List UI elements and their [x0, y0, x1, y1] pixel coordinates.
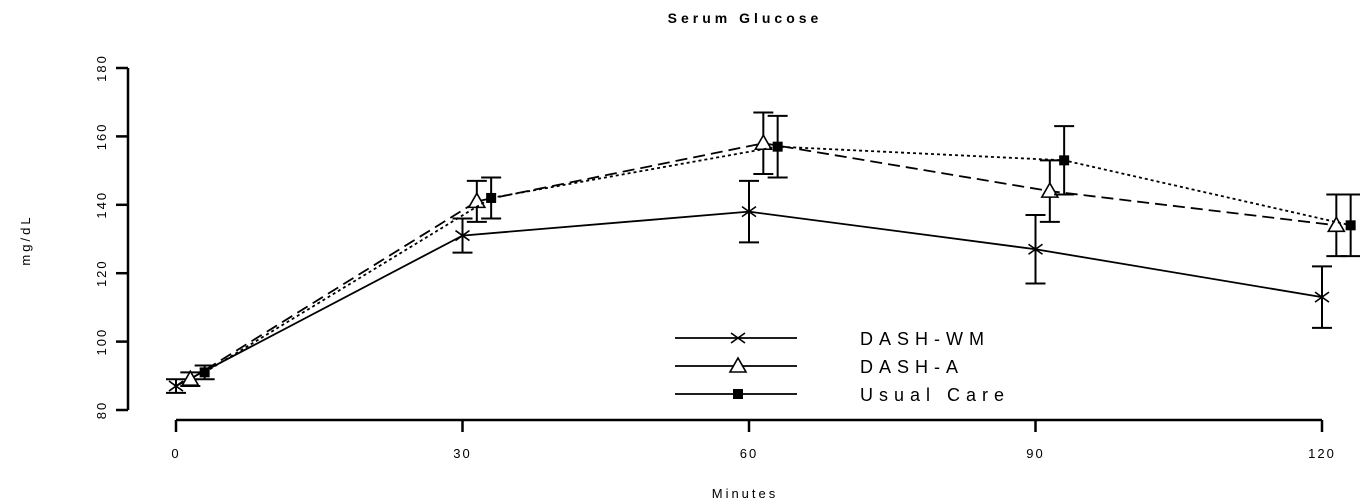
data-point-dash-wm	[1314, 291, 1330, 303]
chart-title: Serum Glucose	[668, 10, 823, 26]
x-axis-label: Minutes	[712, 486, 779, 501]
data-point-usual-care	[1059, 155, 1070, 166]
y-axis: 80 100 120 140 160 180	[94, 54, 130, 419]
data-point-dash-a	[1326, 215, 1346, 233]
x-tick-label: 60	[740, 446, 758, 461]
data-point-dash-a	[753, 133, 773, 151]
data-point-usual-care	[1345, 220, 1356, 231]
y-tick-label: 160	[94, 123, 109, 151]
data-point-dash-wm	[1028, 243, 1043, 255]
data-point-usual-care	[199, 367, 210, 378]
series-layer	[166, 111, 1360, 394]
series-dash-a	[180, 111, 1347, 388]
series-usual-care	[194, 114, 1360, 381]
y-tick-label: 80	[94, 401, 109, 419]
legend: DASH-WM DASH-A Usual Care	[675, 329, 1010, 405]
legend-marker-dash-a	[728, 356, 748, 373]
x-tick-label: 120	[1308, 446, 1336, 461]
data-point-dash-wm	[741, 205, 757, 218]
legend-marker-dash-wm	[730, 332, 746, 344]
y-axis-label: mg/dL	[18, 214, 33, 265]
series-line-dash-a	[189, 142, 1337, 380]
data-point-usual-care	[772, 141, 783, 152]
x-axis: 0 30 60 90 120	[171, 418, 1336, 461]
data-point-dash-wm	[168, 380, 184, 392]
x-tick-label: 0	[171, 446, 180, 461]
series-dash-wm	[166, 179, 1332, 394]
y-tick-label: 120	[94, 259, 109, 287]
legend-label-dash-wm: DASH-WM	[860, 329, 990, 349]
data-point-usual-care	[486, 192, 497, 203]
data-point-dash-wm	[455, 229, 470, 242]
x-tick-label: 30	[453, 446, 471, 461]
legend-label-dash-a: DASH-A	[860, 357, 964, 377]
x-tick-label: 90	[1026, 446, 1044, 461]
data-point-dash-a	[180, 369, 200, 387]
y-tick-label: 180	[94, 54, 109, 82]
y-tick-label: 140	[94, 191, 109, 219]
y-tick-label: 100	[94, 328, 109, 356]
data-point-dash-a	[1040, 181, 1060, 198]
legend-label-usual-care: Usual Care	[860, 385, 1010, 405]
legend-marker-usual-care	[733, 389, 743, 399]
